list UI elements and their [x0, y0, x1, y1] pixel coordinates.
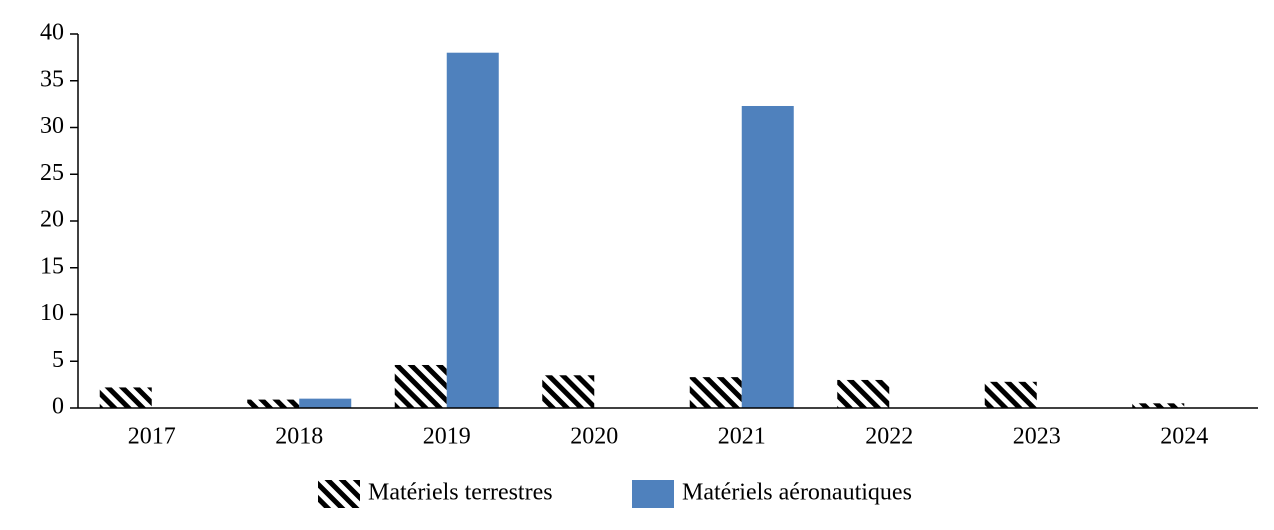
bar — [99, 387, 152, 408]
x-tick-label: 2024 — [1160, 424, 1208, 450]
bar — [394, 364, 447, 408]
y-tick-label: 0 — [52, 394, 64, 420]
y-tick-label: 20 — [40, 207, 64, 233]
bar — [446, 52, 499, 408]
bar — [984, 381, 1037, 408]
bar — [837, 379, 890, 408]
legend-swatch — [632, 480, 674, 508]
x-tick-label: 2019 — [423, 424, 471, 450]
x-tick-label: 2018 — [275, 424, 323, 450]
x-tick-label: 2023 — [1013, 424, 1061, 450]
bar — [1132, 403, 1185, 408]
x-tick-label: 2020 — [570, 424, 618, 450]
bar — [299, 398, 352, 408]
bar — [741, 105, 794, 409]
bar — [689, 377, 742, 408]
legend-swatch — [318, 480, 360, 508]
y-tick-label: 10 — [40, 300, 64, 326]
y-tick-label: 25 — [40, 160, 64, 186]
legend-label: Matériels aéronautiques — [682, 480, 912, 506]
y-tick-label: 5 — [52, 347, 64, 373]
y-tick-label: 35 — [40, 66, 64, 92]
bar — [542, 375, 595, 408]
y-tick-label: 40 — [40, 20, 64, 46]
bar — [247, 399, 300, 408]
y-tick-label: 30 — [40, 113, 64, 139]
x-tick-label: 2021 — [718, 424, 766, 450]
x-tick-label: 2022 — [865, 424, 913, 450]
y-tick-label: 15 — [40, 253, 64, 279]
x-tick-label: 2017 — [128, 424, 176, 450]
legend-label: Matériels terrestres — [368, 480, 553, 506]
